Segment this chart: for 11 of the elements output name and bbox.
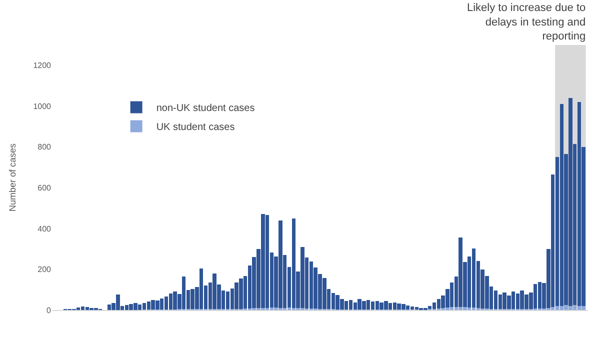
y-tick-label: 1000 [33,102,52,111]
legend-label: UK student cases [156,122,235,134]
text: Likely to increase due to delays in testing and reporting [467,2,586,43]
y-tick-label: 800 [38,142,52,152]
legend-label: non-UK student cases [156,103,255,114]
y-tick-label: 600 [38,183,52,192]
y-tick-label: 400 [38,224,52,234]
y-axis-title: Number of cases [8,142,18,212]
y-tick-label: 0 [46,306,52,315]
y-tick-label: 200 [38,265,52,274]
y-tick-label: 1200 [33,61,52,70]
